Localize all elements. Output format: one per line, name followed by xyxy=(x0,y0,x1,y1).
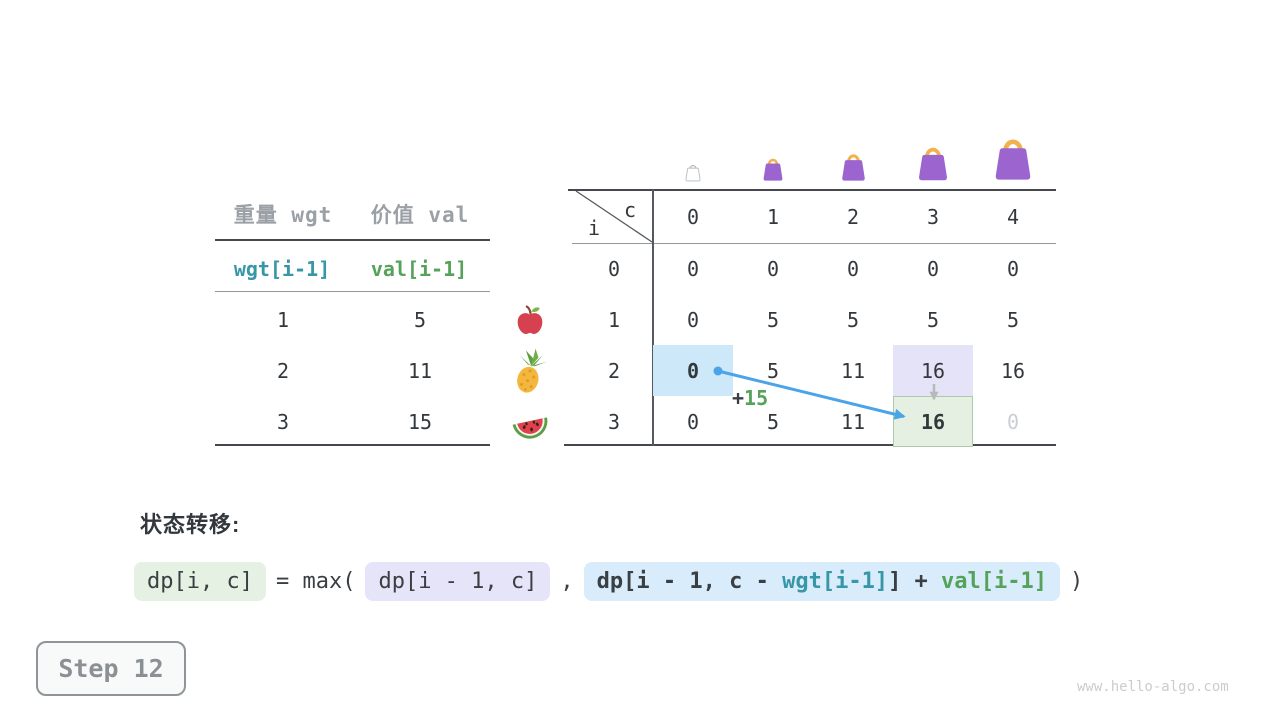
dp-cell: 11 xyxy=(840,358,866,383)
corner-col-label: c xyxy=(623,198,637,222)
dp-col-header: 0 xyxy=(686,204,700,229)
items-header-weight: 重量 wgt xyxy=(233,203,333,227)
dp-cell: 0 xyxy=(926,256,940,281)
dp-rule-top xyxy=(568,189,1056,191)
dp-col-header: 3 xyxy=(926,204,940,229)
dp-rule-vertical xyxy=(652,189,654,446)
dp-cell: 0 xyxy=(766,256,780,281)
bag-icon-capacity-3 xyxy=(915,141,951,182)
formula-segment: wgt[i-1] xyxy=(782,568,889,594)
dp-row-header: 0 xyxy=(607,256,621,281)
dp-rule-header xyxy=(572,243,1056,244)
formula-segment: dp[i - 1, c] xyxy=(378,568,538,594)
formula-segment: val[i-1] xyxy=(941,568,1048,594)
dp-cell: 5 xyxy=(1006,307,1020,332)
items-table-rule-bottom xyxy=(215,444,490,446)
dp-cell: 16 xyxy=(893,396,973,447)
formula-segment: = max( xyxy=(275,568,356,594)
step-badge: Step 12 xyxy=(36,641,186,696)
dp-cell: 5 xyxy=(926,307,940,332)
transition-title: 状态转移: xyxy=(140,512,241,537)
formula-segment: ) xyxy=(1070,568,1084,594)
apple-icon xyxy=(513,303,547,337)
bag-icon-capacity-0 xyxy=(684,161,702,182)
dp-col-header: 1 xyxy=(766,204,780,229)
items-table-rule-mid xyxy=(215,291,490,292)
formula-term-green: dp[i, c] xyxy=(134,561,266,601)
formula-segment: ] + xyxy=(888,568,942,594)
dp-row-header: 1 xyxy=(607,307,621,332)
formula-segment: dp[i - 1, c - xyxy=(596,568,783,594)
dp-col-header: 4 xyxy=(1006,204,1020,229)
dp-cell: 0 xyxy=(686,256,700,281)
dp-cell: 0 xyxy=(846,256,860,281)
formula-text: = max( xyxy=(276,569,355,594)
watermelon-icon xyxy=(509,403,551,441)
dp-cell: 0 xyxy=(1006,409,1020,434)
formula-segment: dp[i, c] xyxy=(147,568,253,594)
items-formula-weight: wgt[i-1] xyxy=(233,257,331,281)
pineapple-icon xyxy=(510,347,550,395)
formula-segment: , xyxy=(560,568,574,594)
item-value-cell: 15 xyxy=(407,410,433,434)
bag-icon-capacity-4 xyxy=(991,131,1035,182)
formula-term-blue: dp[i - 1, c - wgt[i-1]] + val[i-1] xyxy=(583,561,1061,601)
transfer-add-label: +15 xyxy=(732,386,768,410)
items-header-value: 价值 val xyxy=(370,203,470,227)
item-weight-cell: 1 xyxy=(276,308,290,332)
transition-formula: dp[i, c] = max( dp[i - 1, c], dp[i - 1, c -… xyxy=(134,559,1083,603)
item-value-cell: 11 xyxy=(407,359,433,383)
dp-col-header: 2 xyxy=(846,204,860,229)
dp-cell: 16 xyxy=(893,345,973,396)
watermark: www.hello-algo.com xyxy=(1077,679,1229,695)
dp-cell: 5 xyxy=(846,307,860,332)
dp-rule-bottom xyxy=(564,444,1056,446)
items-table-rule-top xyxy=(215,239,490,241)
items-formula-value: val[i-1] xyxy=(370,257,468,281)
dp-cell: 11 xyxy=(840,409,866,434)
dp-cell: 0 xyxy=(1006,256,1020,281)
bag-icon-capacity-1 xyxy=(761,154,785,182)
dp-cell: 0 xyxy=(686,307,700,332)
item-weight-cell: 2 xyxy=(276,359,290,383)
formula-text: ) xyxy=(1070,569,1083,594)
corner-row-label: i xyxy=(587,216,601,240)
step-badge-label: Step 12 xyxy=(58,654,164,683)
dp-cell: 16 xyxy=(1000,358,1026,383)
transfer-add-value: 15 xyxy=(744,386,769,410)
item-value-cell: 5 xyxy=(413,308,427,332)
transfer-add-sign: + xyxy=(732,386,745,410)
dp-cell: 0 xyxy=(653,345,733,396)
formula-text: , xyxy=(560,569,573,594)
dp-row-header: 2 xyxy=(607,358,621,383)
item-weight-cell: 3 xyxy=(276,410,290,434)
formula-term-lavender: dp[i - 1, c] xyxy=(365,561,551,601)
bag-icon-capacity-2 xyxy=(839,149,868,182)
dp-cell: 0 xyxy=(686,409,700,434)
dp-row-header: 3 xyxy=(607,409,621,434)
dp-cell: 5 xyxy=(766,307,780,332)
